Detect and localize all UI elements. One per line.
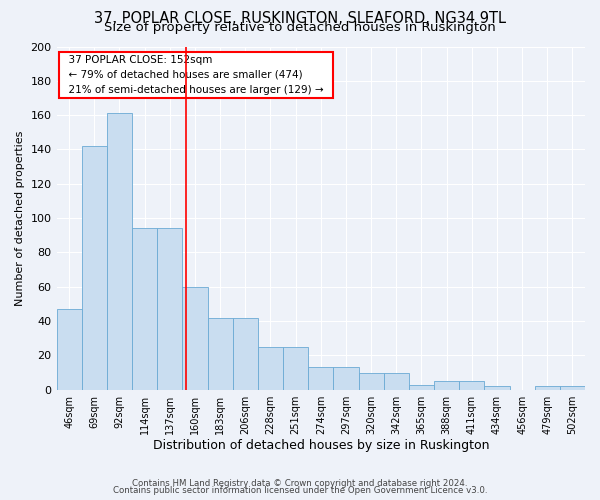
Bar bbox=[383, 372, 409, 390]
Bar bbox=[182, 286, 208, 390]
Bar bbox=[258, 347, 283, 390]
Bar bbox=[132, 228, 157, 390]
Bar bbox=[107, 114, 132, 390]
Text: Contains public sector information licensed under the Open Government Licence v3: Contains public sector information licen… bbox=[113, 486, 487, 495]
Bar bbox=[56, 309, 82, 390]
Text: Contains HM Land Registry data © Crown copyright and database right 2024.: Contains HM Land Registry data © Crown c… bbox=[132, 478, 468, 488]
Bar bbox=[484, 386, 509, 390]
Text: Size of property relative to detached houses in Ruskington: Size of property relative to detached ho… bbox=[104, 21, 496, 34]
Bar bbox=[535, 386, 560, 390]
Y-axis label: Number of detached properties: Number of detached properties bbox=[15, 130, 25, 306]
Bar bbox=[233, 318, 258, 390]
Bar bbox=[409, 384, 434, 390]
Bar bbox=[208, 318, 233, 390]
Bar bbox=[157, 228, 182, 390]
Text: 37, POPLAR CLOSE, RUSKINGTON, SLEAFORD, NG34 9TL: 37, POPLAR CLOSE, RUSKINGTON, SLEAFORD, … bbox=[94, 11, 506, 26]
Bar bbox=[334, 368, 359, 390]
Bar bbox=[82, 146, 107, 390]
Text: 37 POPLAR CLOSE: 152sqm  
  ← 79% of detached houses are smaller (474)  
  21% o: 37 POPLAR CLOSE: 152sqm ← 79% of detache… bbox=[62, 55, 330, 94]
Bar bbox=[283, 347, 308, 390]
Bar bbox=[434, 381, 459, 390]
Bar bbox=[560, 386, 585, 390]
Bar bbox=[459, 381, 484, 390]
Bar bbox=[359, 372, 383, 390]
X-axis label: Distribution of detached houses by size in Ruskington: Distribution of detached houses by size … bbox=[152, 440, 489, 452]
Bar bbox=[308, 368, 334, 390]
